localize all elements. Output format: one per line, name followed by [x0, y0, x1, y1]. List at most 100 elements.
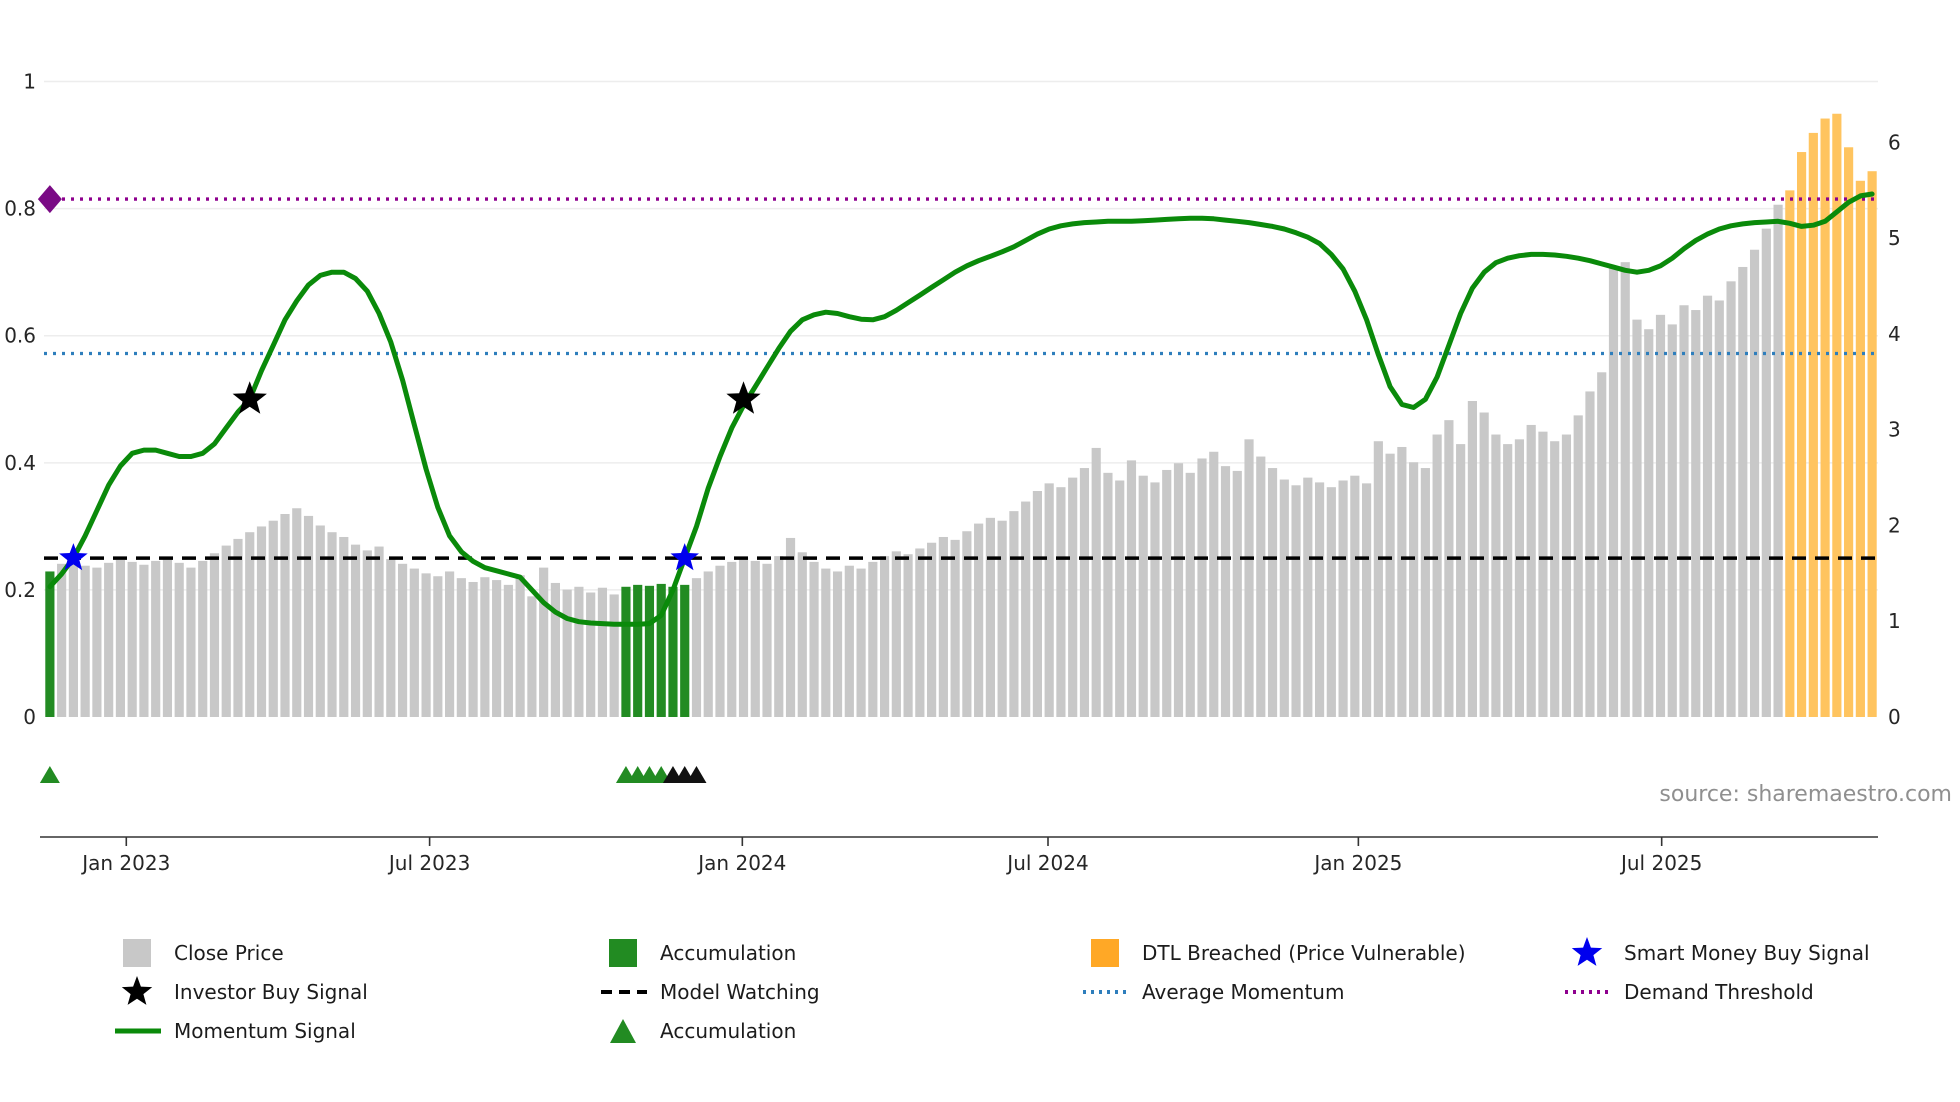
close-price-bar	[797, 552, 807, 717]
dtl-breached-bar	[1855, 180, 1865, 717]
legend-label-demand-threshold: Demand Threshold	[1624, 980, 1814, 1004]
blue-dotted-line-icon	[1083, 990, 1129, 994]
dtl-breached-bar	[1785, 190, 1795, 718]
accumulation-bar	[668, 586, 678, 717]
close-price-bar	[1362, 483, 1372, 717]
accumulation-triangle-band	[39, 766, 707, 783]
close-price-bar	[1044, 483, 1054, 717]
close-price-bar	[1173, 463, 1184, 717]
close-price-bar	[891, 551, 901, 717]
close-price-bar	[162, 558, 173, 717]
close-price-bar	[245, 532, 255, 717]
accumulation-triangle-icon	[39, 766, 60, 783]
legend-label-dtl-breached: DTL Breached (Price Vulnerable)	[1142, 941, 1466, 965]
dtl-breached-bar	[1867, 171, 1877, 717]
close-price-bar	[550, 582, 560, 717]
x-axis-tick-label: Jul 2023	[387, 851, 470, 875]
black-dashed-line-icon	[601, 990, 647, 994]
close-price-bar	[1091, 447, 1101, 717]
close-price-bar	[1726, 281, 1736, 717]
close-price-bar	[492, 580, 502, 717]
close-price-bar	[1573, 415, 1583, 717]
close-price-bar	[233, 538, 243, 717]
close-price-bar	[1021, 501, 1031, 717]
legend-item-average-momentum: Average Momentum	[1080, 975, 1344, 1009]
legend-label-accumulation-bars: Accumulation	[660, 941, 797, 965]
right-axis-tick-label: 6	[1888, 130, 1901, 154]
momentum-signal-line	[47, 191, 1875, 627]
close-price-bar	[1655, 314, 1666, 717]
orange-square-icon	[1091, 939, 1119, 967]
close-price-bar	[198, 560, 208, 717]
close-price-bar	[609, 594, 619, 717]
accumulation-bar	[680, 584, 690, 717]
x-axis-tick-label: Jan 2023	[80, 851, 170, 875]
close-price-bar	[68, 560, 78, 717]
close-price-bar	[727, 561, 737, 717]
left-axis: 0 0.2 0.4 0.6 0.8 1	[4, 70, 36, 729]
close-price-bar	[397, 563, 408, 717]
x-axis: Jan 2023 Jul 2023 Jan 2024 Jul 2024 Jan 2025…	[40, 836, 1878, 875]
right-axis-tick-label: 4	[1888, 322, 1901, 346]
close-price-bar	[1232, 470, 1242, 717]
close-price-bar	[750, 560, 760, 717]
close-price-bar	[715, 565, 725, 717]
close-price-bar	[221, 545, 231, 717]
close-price-bar	[386, 559, 396, 717]
close-price-bar	[1291, 485, 1301, 717]
right-axis-tick-label: 1	[1888, 609, 1901, 633]
close-price-bar	[433, 576, 443, 717]
price-bars	[45, 113, 1877, 718]
close-price-bar	[527, 596, 537, 717]
close-price-bar	[938, 536, 948, 717]
close-price-bar	[1126, 460, 1137, 717]
gray-square-icon	[123, 939, 151, 967]
investor-triangle-icon	[686, 766, 707, 783]
legend-item-dtl-breached: DTL Breached (Price Vulnerable)	[1080, 936, 1466, 970]
close-price-bar	[903, 554, 913, 717]
blue-star-icon	[1571, 937, 1603, 966]
legend-label-momentum-signal: Momentum Signal	[174, 1019, 356, 1043]
close-price-bar	[1738, 266, 1748, 717]
gridlines	[44, 80, 1878, 591]
close-price-bar	[1385, 453, 1395, 717]
legend-item-momentum-signal: Momentum Signal	[112, 1014, 356, 1048]
legend-item-model-watching: Model Watching	[598, 975, 820, 1009]
close-price-bar	[315, 525, 325, 717]
close-price-bar	[1326, 487, 1336, 717]
close-price-bar	[962, 531, 972, 717]
close-price-bar	[1456, 444, 1466, 717]
close-price-bar	[1150, 482, 1160, 717]
close-price-bar	[1162, 469, 1172, 717]
demand-threshold-marker-icon	[37, 185, 62, 214]
accumulation-bar	[644, 585, 655, 717]
legend-label-average-momentum: Average Momentum	[1142, 980, 1345, 1004]
dtl-breached-bar	[1797, 152, 1807, 718]
close-price-bar	[1714, 300, 1724, 717]
close-price-bar	[927, 542, 937, 717]
close-price-bar	[174, 562, 184, 717]
close-price-bar	[1597, 372, 1607, 717]
close-price-bar	[856, 568, 866, 717]
legend-label-investor-buy-signal: Investor Buy Signal	[174, 980, 368, 1004]
close-price-bar	[1115, 480, 1125, 717]
close-price-bar	[374, 546, 384, 717]
close-price-bar	[1503, 444, 1513, 717]
close-price-bar	[1667, 324, 1677, 717]
dtl-breached-bar	[1844, 147, 1854, 717]
close-price-bar	[1608, 266, 1619, 717]
close-price-bar	[1350, 475, 1360, 717]
green-triangle-icon	[610, 1019, 636, 1043]
smart-money-buy-star-icon	[670, 543, 699, 571]
close-price-bar	[974, 523, 984, 717]
close-price-bar	[115, 559, 125, 717]
close-price-bar	[445, 571, 455, 717]
close-price-bar	[1103, 472, 1113, 717]
close-price-bar	[80, 565, 90, 717]
left-axis-tick-label: 1	[23, 70, 36, 94]
legend-label-close-price: Close Price	[174, 941, 284, 965]
close-price-bar	[1303, 477, 1313, 717]
close-price-bar	[985, 517, 995, 717]
